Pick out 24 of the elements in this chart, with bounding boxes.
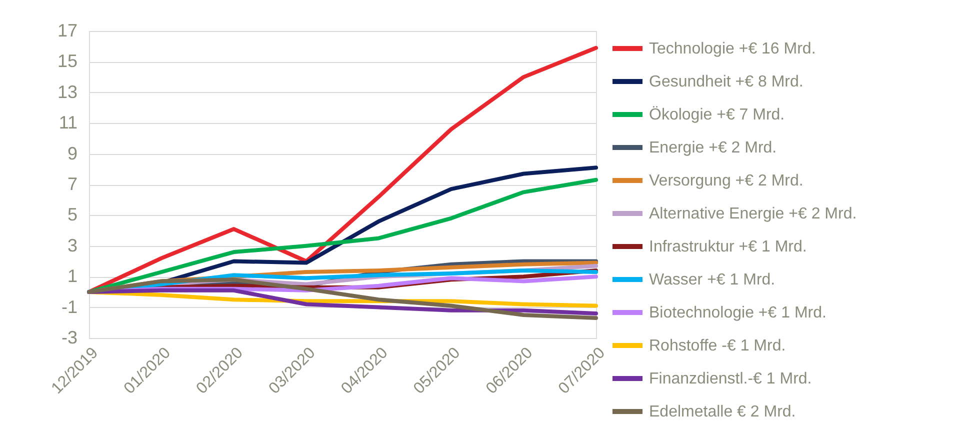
y-tick-label: 5	[67, 204, 78, 225]
y-tick-label: 1	[67, 266, 78, 286]
y-tick-label: 11	[58, 112, 78, 133]
y-tick-label: -3	[61, 328, 78, 348]
legend-label: Wasser +€ 1 Mrd.	[649, 272, 776, 288]
y-tick-label: 17	[57, 20, 78, 40]
legend-label: Finanzdienstl.-€ 1 Mrd.	[649, 370, 812, 388]
legend-label: Ökologie +€ 7 Mrd.	[649, 106, 785, 124]
legend-label: Edelmetalle € 2 Mrd.	[649, 404, 796, 420]
legend-label: Rohstoffe -€ 1 Mrd.	[649, 338, 786, 354]
legend-label: Gesundheit +€ 8 Mrd.	[649, 74, 804, 90]
legend-label: Versorgung +€ 2 Mrd.	[649, 172, 804, 190]
y-tick-label: 7	[67, 174, 78, 194]
legend-label: Biotechnologie +€ 1 Mrd.	[649, 304, 826, 322]
line-series	[87, 278, 598, 320]
y-tick-label: -1	[61, 296, 78, 317]
legend-label: Technologie +€ 16 Mrd.	[649, 40, 816, 58]
legend-label: Alternative Energie +€ 2 Mrd.	[649, 206, 857, 222]
y-tick-label: 15	[57, 51, 78, 72]
y-tick-label: 3	[67, 235, 78, 256]
legend-label: Energie +€ 2 Mrd.	[649, 140, 777, 156]
legend-label: Infrastruktur +€ 1 Mrd.	[649, 238, 807, 256]
y-tick-label: 9	[67, 143, 78, 164]
y-tick-label: 13	[57, 82, 78, 102]
